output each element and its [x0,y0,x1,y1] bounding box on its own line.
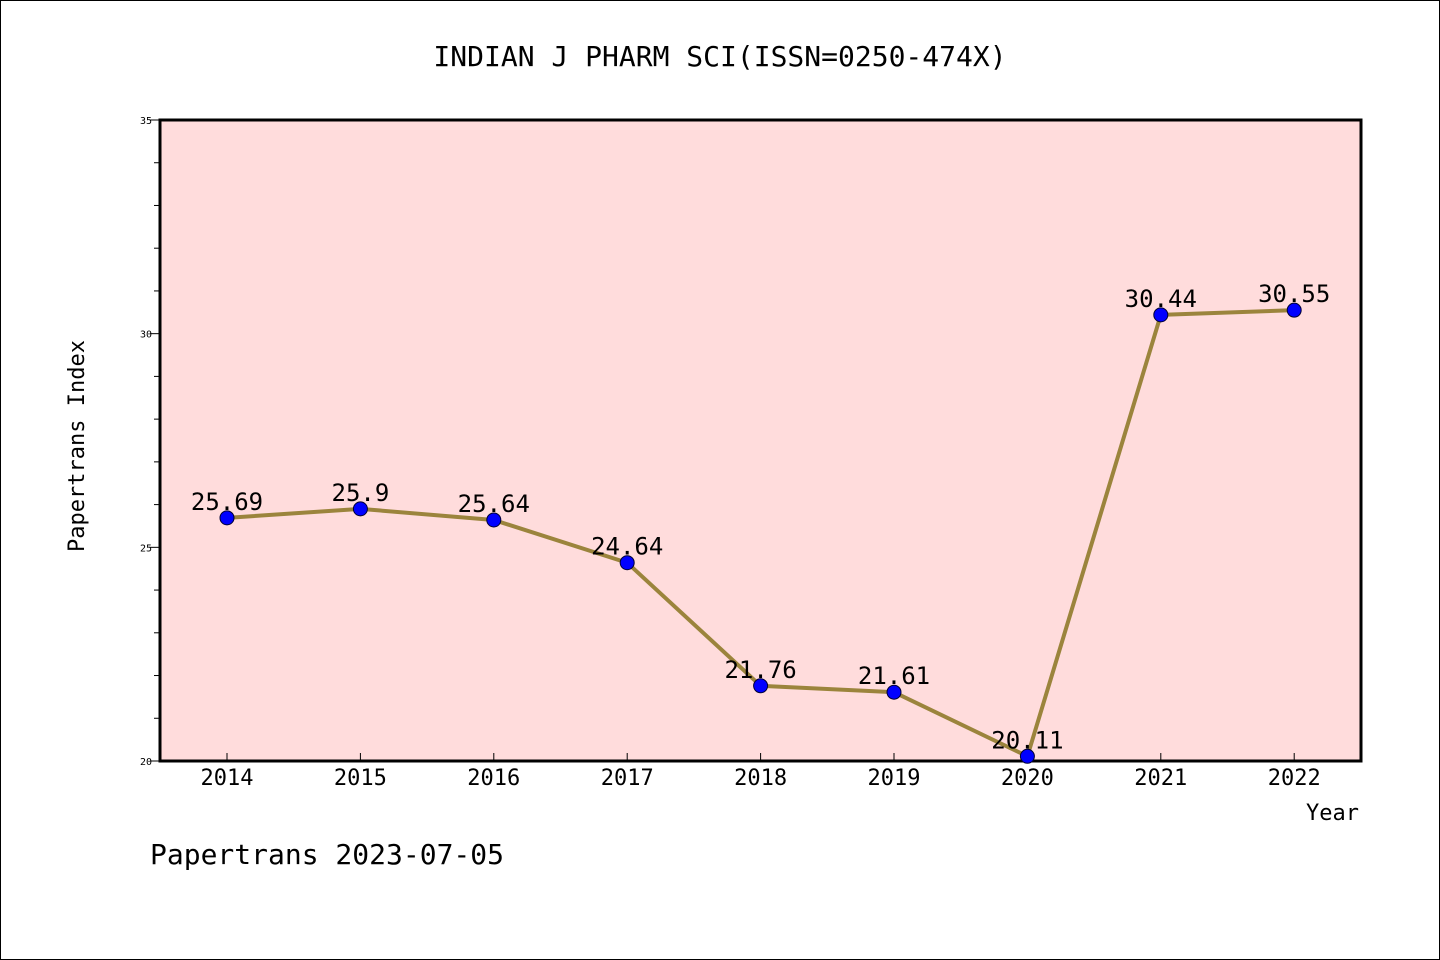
data-label: 30.55 [1258,280,1330,308]
x-tick-label: 2021 [1134,766,1187,791]
x-axis-label: Year [1306,801,1359,826]
data-label: 20.11 [991,726,1063,754]
data-labels: 25.69 25.9 25.64 24.64 21.76 21.61 20.11 30.44 3… [191,280,1330,754]
chart-title: INDIAN J PHARM SCI(ISSN=0250-474X) [433,40,1006,73]
data-point [352,501,368,517]
data-label: 30.44 [1125,285,1197,313]
x-tick-label: 2017 [601,766,654,791]
data-point [486,512,502,528]
x-tick-label: 2016 [467,766,520,791]
x-tick-label: 2020 [1001,766,1054,791]
y-tick-label: 20 [140,757,152,768]
data-label: 25.69 [191,488,263,516]
y-tick-label: 35 [140,116,152,127]
data-point [1286,302,1302,318]
y-tick-label: 30 [140,330,152,341]
series-index [219,302,1302,764]
x-tick-label: 2015 [334,766,387,791]
y-axis: 20 25 30 35 [140,116,160,768]
x-axis: 2014 2015 2016 2017 2018 2019 2020 2021 2022 [201,753,1321,791]
x-tick-label: 2014 [201,766,254,791]
data-point [886,684,902,700]
data-label: 21.61 [858,662,930,690]
data-point [219,510,235,526]
data-label: 25.9 [332,479,390,507]
data-point [619,555,635,571]
data-label: 25.64 [458,490,530,518]
plot-area [158,118,1363,763]
y-axis-label: Papertrans Index [65,340,90,552]
y-tick-label: 25 [140,543,152,554]
data-label: 24.64 [591,533,663,561]
data-point [753,678,769,694]
data-label: 21.76 [724,656,796,684]
x-tick-label: 2018 [734,766,787,791]
data-point [1153,307,1169,323]
footer-text: Papertrans 2023-07-05 [150,838,504,871]
data-point [1019,748,1035,764]
x-tick-label: 2022 [1268,766,1321,791]
x-tick-label: 2019 [868,766,921,791]
